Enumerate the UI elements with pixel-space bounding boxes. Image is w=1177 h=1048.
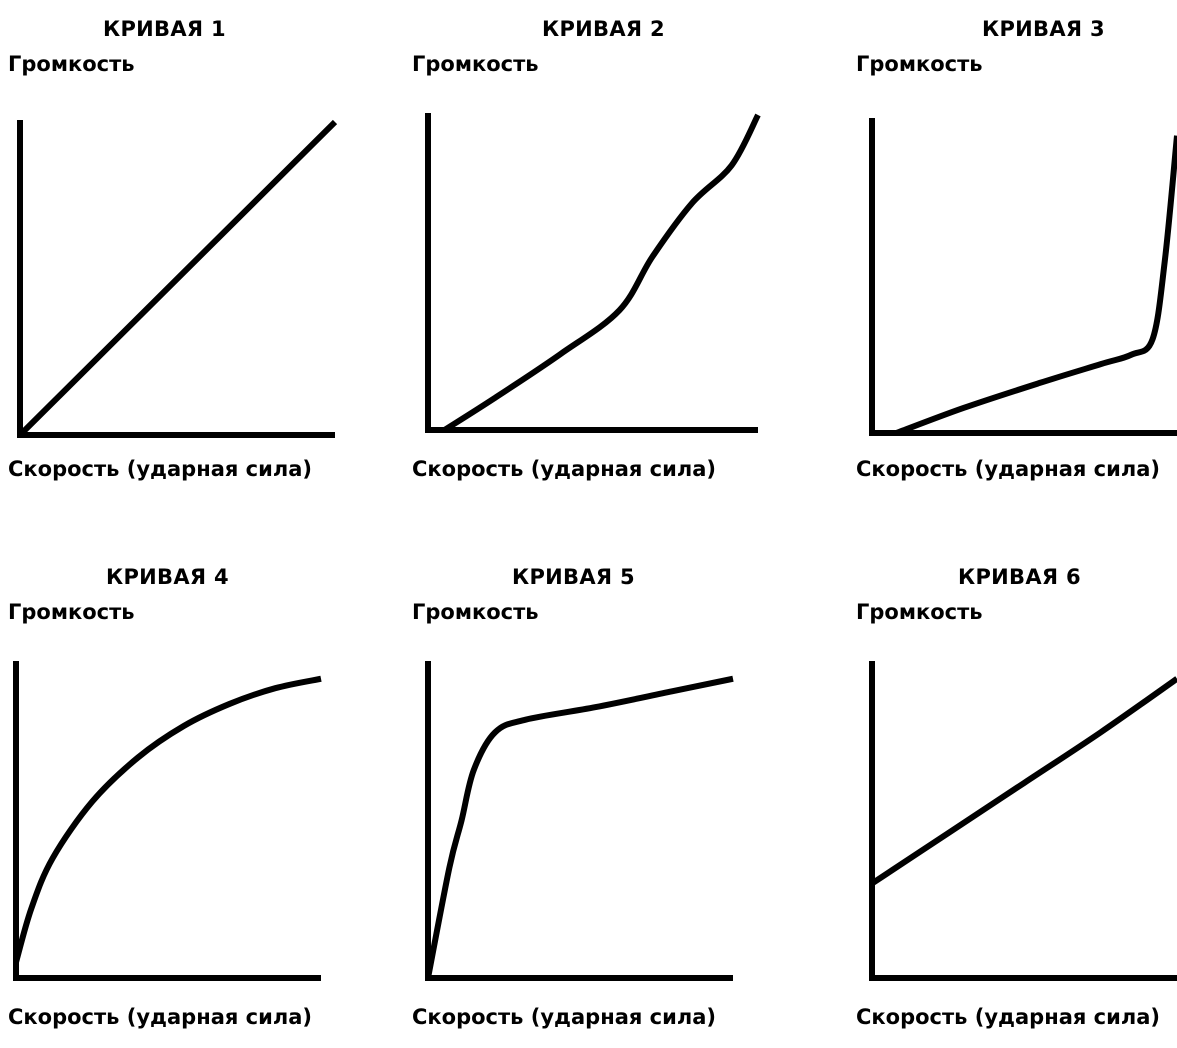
- chart-title: КРИВАЯ 4: [106, 565, 229, 589]
- chart-panel-1: КРИВАЯ 1 Громкость Скорость (ударная сил…: [0, 0, 380, 500]
- y-axis-label: Громкость: [856, 52, 983, 76]
- plot-area: [17, 119, 338, 438]
- chart-title: КРИВАЯ 5: [512, 565, 635, 589]
- series-line-0: [13, 675, 322, 964]
- plot-area: [13, 661, 322, 981]
- chart-title: КРИВАЯ 3: [982, 17, 1105, 41]
- chart-panel-6: КРИВАЯ 6 Громкость Скорость (ударная сил…: [848, 548, 1177, 1048]
- chart-title: КРИВАЯ 1: [103, 17, 226, 41]
- y-axis-label: Громкость: [412, 600, 539, 624]
- chart-title: КРИВАЯ 2: [542, 17, 665, 41]
- plot-area: [869, 118, 1177, 436]
- chart-panel-3: КРИВАЯ 3 Громкость Скорость (ударная сил…: [848, 0, 1177, 500]
- x-axis-label: Скорость (ударная сила): [856, 457, 1160, 481]
- series-line-0: [442, 113, 761, 433]
- y-axis-label: Громкость: [412, 52, 539, 76]
- plot-area: [425, 113, 761, 433]
- chart-panel-2: КРИВАЯ 2 Громкость Скорость (ударная сил…: [404, 0, 784, 500]
- x-axis-label: Скорость (ударная сила): [412, 457, 716, 481]
- y-axis-label: Громкость: [8, 600, 135, 624]
- series-line-0: [425, 675, 734, 979]
- chart-panel-5: КРИВАЯ 5 Громкость Скорость (ударная сил…: [404, 548, 784, 1048]
- y-axis-label: Громкость: [856, 600, 983, 624]
- x-axis-label: Скорость (ударная сила): [8, 1005, 312, 1029]
- x-axis-label: Скорость (ударная сила): [8, 457, 312, 481]
- chart-title: КРИВАЯ 6: [958, 565, 1081, 589]
- x-axis-label: Скорость (ударная сила): [412, 1005, 716, 1029]
- plot-area: [869, 661, 1177, 981]
- plot-area: [425, 661, 734, 981]
- series-line-0: [895, 135, 1177, 436]
- x-axis-label: Скорость (ударная сила): [856, 1005, 1160, 1029]
- y-axis-label: Громкость: [8, 52, 135, 76]
- chart-panel-4: КРИВАЯ 4 Громкость Скорость (ударная сил…: [0, 548, 380, 1048]
- series-line-0: [870, 676, 1177, 887]
- series-line-0: [17, 119, 338, 438]
